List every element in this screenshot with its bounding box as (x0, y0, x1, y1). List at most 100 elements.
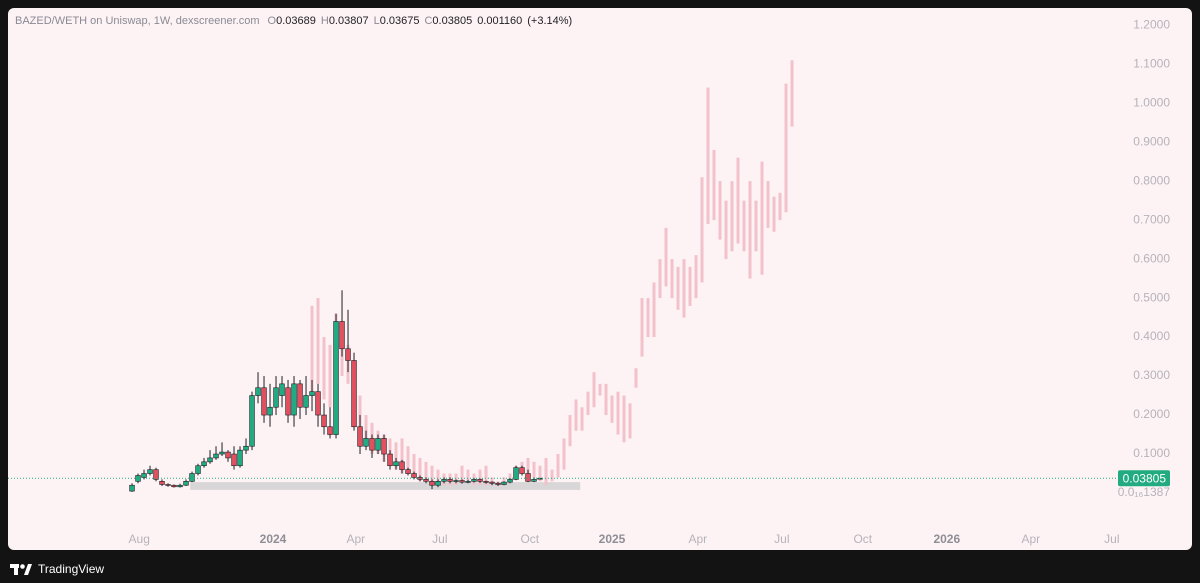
projection-bar (754, 200, 758, 252)
candle-body (489, 481, 495, 484)
candle-body (483, 481, 489, 483)
candle-body (219, 451, 225, 455)
projection-bar (784, 83, 788, 213)
projection-bar (742, 200, 746, 252)
candle-body (225, 451, 231, 459)
projection-bar (412, 454, 416, 478)
candle-body (141, 473, 147, 478)
projection-bar (610, 395, 614, 423)
chart-panel (8, 8, 1192, 550)
y-tick-label: 0.7000 (1133, 212, 1170, 226)
projection-bar (694, 255, 698, 299)
candle-body (297, 383, 303, 408)
l-value: 0.03675 (379, 15, 420, 27)
candle-body (453, 480, 459, 482)
o-value: 0.03689 (276, 15, 316, 27)
candle-body (159, 481, 165, 485)
projection-bar (688, 266, 692, 306)
candle-body (135, 475, 141, 482)
projection-bar (736, 157, 740, 244)
candle-body (351, 360, 357, 428)
candle-body (255, 387, 261, 396)
c-label: C (424, 15, 433, 27)
candle-body (261, 387, 267, 416)
candle-body (345, 348, 351, 361)
projection-bar (622, 395, 626, 443)
projection-bar (664, 227, 668, 287)
legend-header: BAZED/WETH on Uniswap, 1W, dexscreener.c… (15, 15, 577, 27)
projection-bar (646, 298, 650, 338)
candle-body (291, 383, 297, 416)
candle-body (165, 484, 171, 486)
x-tick-label: Jul (774, 532, 789, 546)
candle-body (423, 479, 429, 482)
candle-body (411, 473, 417, 478)
candle-body (321, 414, 327, 428)
candle-body (195, 465, 201, 474)
projection-bar (652, 282, 656, 338)
candle-body (183, 481, 189, 486)
projection-bar (322, 337, 326, 400)
candle-body (357, 426, 363, 447)
projection-bar (718, 181, 722, 240)
candle-body (267, 406, 273, 416)
projection-bar (478, 469, 482, 486)
projection-bar (778, 192, 782, 221)
candle-body (495, 482, 501, 485)
projection-bar (658, 259, 662, 299)
footer[interactable]: TradingView (10, 558, 104, 580)
y-tick-label: 0.2000 (1133, 407, 1170, 421)
candle-body (375, 438, 381, 451)
projection-bar (628, 403, 632, 439)
candle-body (507, 479, 513, 483)
candle-body (333, 321, 339, 435)
projection-bar (724, 200, 728, 260)
last-price-label: 0.03805 (1123, 471, 1167, 485)
range-zone (190, 482, 581, 490)
candle-body (447, 479, 453, 482)
projection-bar (538, 465, 542, 482)
y-tick-label: 0.5000 (1133, 290, 1170, 304)
x-tick-label: Oct (520, 532, 539, 546)
candle-body (465, 481, 471, 483)
candle-body (285, 387, 291, 416)
x-tick-label: Apr (346, 532, 365, 546)
projection-bar (730, 181, 734, 252)
c-value: 0.03805 (432, 15, 473, 27)
projection-bar (550, 469, 554, 482)
candle-body (525, 473, 531, 482)
projection-bar (406, 446, 410, 474)
projection-bar (772, 196, 776, 232)
projection-bar (790, 60, 794, 127)
x-tick-label: Oct (853, 532, 872, 546)
candle-body (471, 479, 477, 482)
change-pct: (+3.14%) (527, 15, 573, 27)
x-tick-label: Apr (1021, 532, 1040, 546)
projection-bar (766, 181, 770, 228)
candle-body (369, 438, 375, 451)
candle-body (417, 477, 423, 480)
candle-body (435, 481, 441, 486)
candle-body (273, 387, 279, 408)
projection-bar (748, 181, 752, 279)
candle-body (477, 479, 483, 482)
projection-bar (676, 266, 680, 310)
projection-bar (394, 442, 398, 470)
y-tick-label: 0.8000 (1133, 173, 1170, 187)
projection-bar (760, 161, 764, 275)
symbol: BAZED/WETH on Uniswap, 1W, dexscreener.c… (15, 15, 260, 27)
projection-bar (466, 469, 470, 482)
candle-body (243, 445, 249, 451)
projection-bar (316, 298, 320, 384)
projection-bar (418, 457, 422, 482)
projection-bar (508, 473, 512, 482)
projection-bar (574, 399, 578, 431)
candle-body (399, 461, 405, 470)
candle-body (279, 383, 285, 396)
candle-body (237, 449, 243, 467)
y-tick-label: 1.0000 (1133, 95, 1170, 109)
brand: TradingView (38, 562, 105, 576)
projection-bar (400, 438, 404, 474)
projection-bar (670, 259, 674, 299)
